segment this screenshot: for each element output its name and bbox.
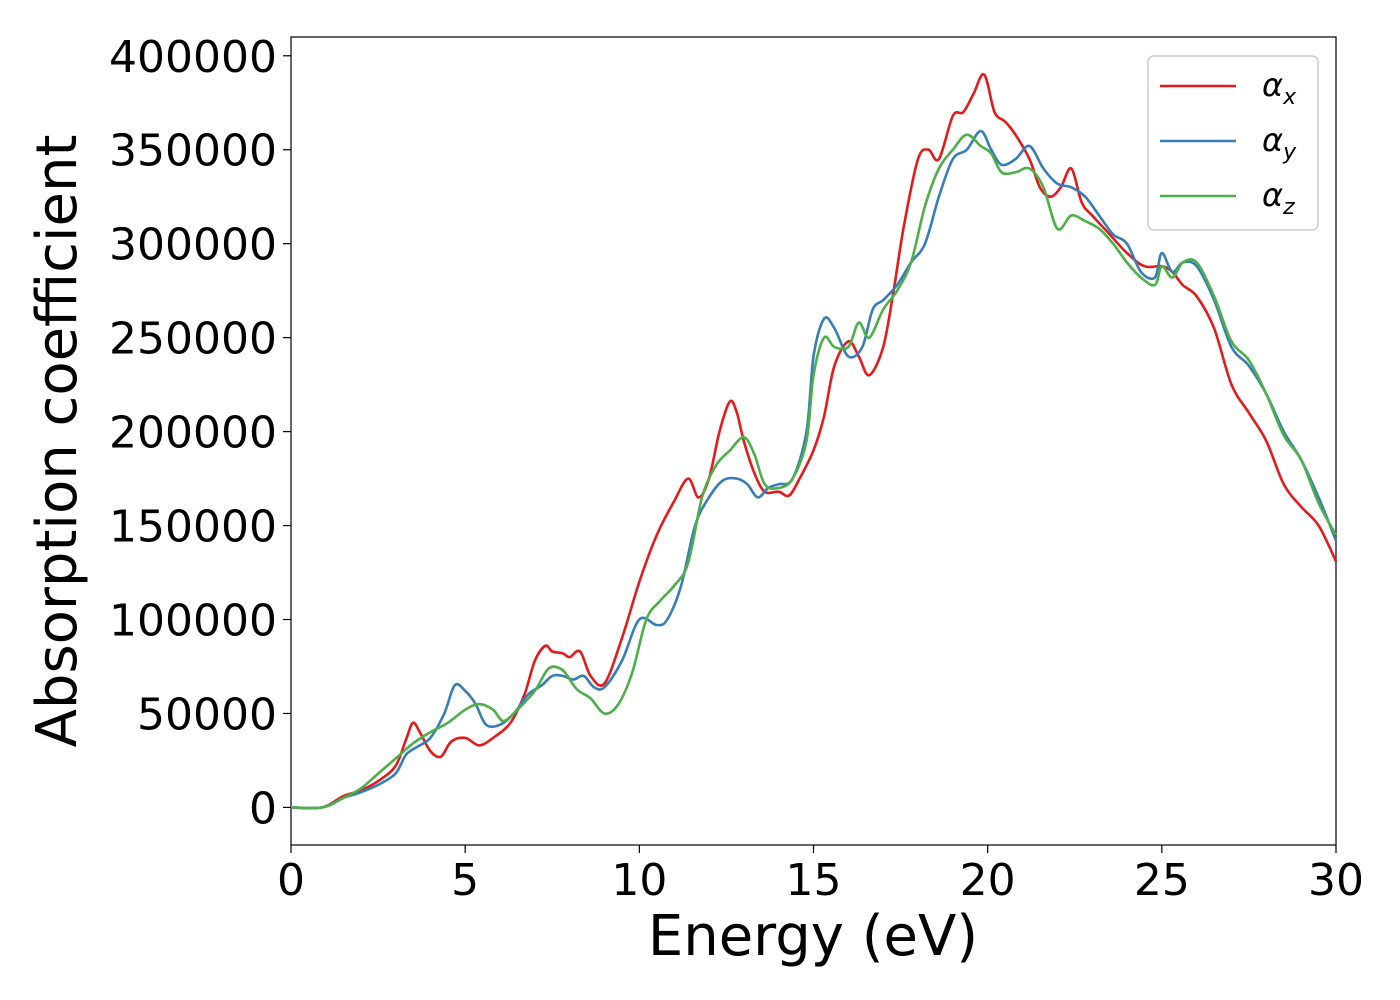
legend-label-symbol: α — [1262, 121, 1283, 159]
x-tick-label: 25 — [1134, 855, 1190, 906]
y-tick-label: 250000 — [109, 314, 277, 365]
x-tick-label: 15 — [786, 855, 842, 906]
series-line-x — [290, 72, 1338, 810]
y-tick-label: 350000 — [109, 126, 277, 177]
y-tick-label: 0 — [249, 783, 277, 834]
y-tick-label: 50000 — [137, 689, 277, 740]
y-tick-label: 200000 — [109, 408, 277, 459]
x-tick-label: 10 — [611, 855, 667, 906]
legend-label-subscript: z — [1282, 195, 1295, 220]
legend-label-subscript: x — [1282, 85, 1297, 110]
legend-label-symbol: α — [1262, 176, 1283, 214]
y-tick-label: 100000 — [109, 596, 277, 647]
y-axis: 0 50000 100000 150000 200000 250000 300000 3500… — [109, 32, 291, 834]
legend-label-x: αx — [1262, 66, 1297, 110]
legend-label-symbol: α — [1262, 66, 1283, 104]
x-tick-label: 5 — [451, 855, 479, 906]
x-tick-label: 0 — [277, 855, 305, 906]
x-tick-label: 20 — [960, 855, 1016, 906]
y-tick-label: 400000 — [109, 32, 277, 83]
legend-box — [1147, 55, 1319, 231]
x-axis: 0 5 10 15 20 25 30 — [277, 845, 1364, 906]
legend-label-subscript: y — [1282, 140, 1297, 165]
series-layer — [290, 72, 1338, 810]
y-tick-label: 150000 — [109, 502, 277, 553]
x-tick-label: 30 — [1308, 855, 1364, 906]
y-axis-title: Absorption coefficient — [25, 135, 90, 748]
legend-label-z: αz — [1262, 176, 1295, 220]
series-line-z — [290, 133, 1338, 810]
legend-label-y: αy — [1262, 121, 1297, 165]
x-axis-title: Energy (eV) — [648, 904, 978, 969]
y-tick-label: 300000 — [109, 220, 277, 271]
